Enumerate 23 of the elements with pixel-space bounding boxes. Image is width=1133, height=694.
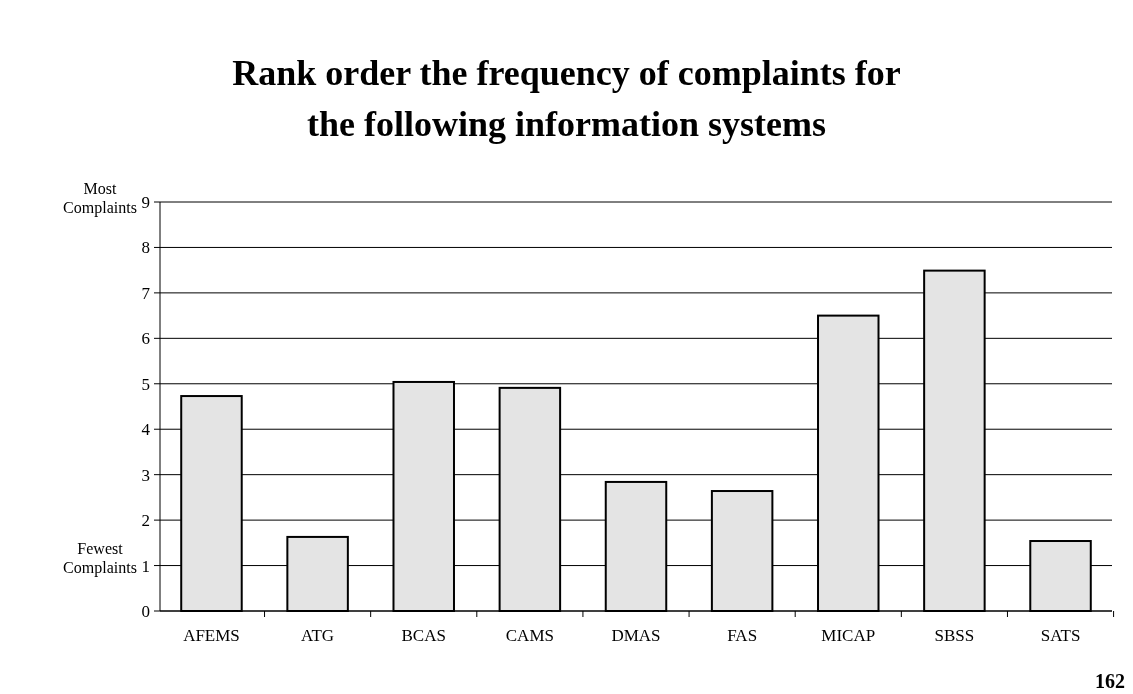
x-tick-label: MICAP (821, 626, 876, 645)
x-tick-label: CAMS (505, 626, 554, 645)
x-tick-label: DMAS (611, 626, 661, 645)
y-tick-label: 1 (141, 556, 150, 576)
y-tick-label: 8 (141, 238, 150, 258)
chart-title: Rank order the frequency of complaints for the following information systems (232, 53, 901, 144)
text: Fewest Complaints (63, 539, 137, 577)
y-tick-label: 7 (141, 283, 151, 303)
y-tick-label: 2 (141, 511, 150, 531)
y-tick-label: 4 (141, 420, 151, 440)
y-tick-label: 0 (141, 601, 150, 621)
y-tick-label: 6 (141, 329, 150, 349)
y-tick-label: 3 (141, 465, 150, 485)
text: 162 (1095, 670, 1125, 692)
x-tick-label: SATS (1040, 626, 1081, 645)
x-tick-label: SBSS (934, 626, 975, 645)
text: Most Complaints (63, 180, 137, 217)
y-tick-label: 9 (141, 192, 150, 212)
y-tick-label: 5 (141, 374, 150, 394)
x-tick-label: ATG (301, 626, 335, 645)
x-tick-label: FAS (727, 626, 758, 645)
x-tick-label: BCAS (401, 626, 446, 645)
x-tick-label: AFEMS (183, 626, 240, 645)
